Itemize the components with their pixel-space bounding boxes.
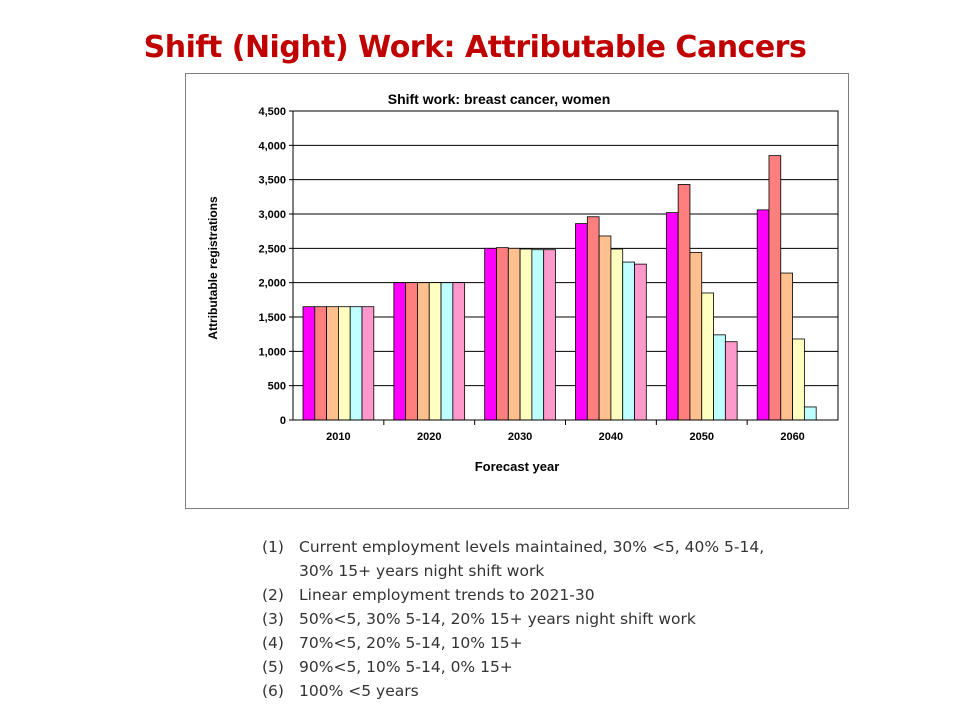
y-tick-label: 0 xyxy=(280,415,286,427)
bar xyxy=(543,249,556,421)
y-tick-label: 3,500 xyxy=(258,175,286,187)
bar xyxy=(484,247,497,421)
bar xyxy=(519,248,533,421)
y-tick-label: 3,000 xyxy=(258,209,286,221)
bar xyxy=(780,272,793,421)
y-tick-label: 2,000 xyxy=(258,278,286,290)
bar xyxy=(326,306,339,421)
slide-title: Shift (Night) Work: Attributable Cancers xyxy=(143,30,807,65)
bar xyxy=(428,282,442,421)
x-tick-label: 2040 xyxy=(599,431,623,443)
bar xyxy=(338,306,351,421)
x-tick-label: 2060 xyxy=(780,431,804,443)
bar xyxy=(349,306,363,421)
note-text: 70%<5, 20% 5-14, 10% 15+ xyxy=(299,634,523,652)
y-tick-label: 4,500 xyxy=(258,106,286,118)
bar xyxy=(314,306,328,421)
note-text: Linear employment trends to 2021-30 xyxy=(299,586,595,604)
x-tick-label: 2050 xyxy=(690,431,714,443)
x-axis-label: Forecast year xyxy=(475,459,560,474)
note-item: (1) Current employment levels maintained,… xyxy=(262,535,802,583)
note-number: (1) xyxy=(262,538,284,556)
y-tick-label: 4,000 xyxy=(258,140,286,152)
bar xyxy=(417,282,430,421)
note-item: (6) 100% <5 years xyxy=(262,679,802,703)
bar xyxy=(496,247,509,421)
note-item: (2) Linear employment trends to 2021-30 xyxy=(262,583,802,607)
y-tick-label: 2,500 xyxy=(258,243,286,255)
bar xyxy=(768,155,782,421)
y-tick-label: 500 xyxy=(268,381,286,393)
note-text: 100% <5 years xyxy=(299,682,419,700)
x-tick-label: 2030 xyxy=(508,431,532,443)
scenario-notes: (1) Current employment levels maintained,… xyxy=(262,535,802,703)
bar xyxy=(440,282,454,421)
bar xyxy=(575,223,588,421)
note-number: (5) xyxy=(262,658,284,676)
note-text: Current employment levels maintained, 30… xyxy=(299,538,765,580)
note-text: 50%<5, 30% 5-14, 20% 15+ years night shi… xyxy=(299,610,696,628)
bar xyxy=(452,282,466,421)
note-number: (3) xyxy=(262,610,284,628)
plot-area xyxy=(292,110,839,421)
note-number: (6) xyxy=(262,682,284,700)
note-number: (2) xyxy=(262,586,284,604)
bar xyxy=(792,338,805,421)
bar xyxy=(724,341,738,421)
bar xyxy=(610,248,624,421)
note-number: (4) xyxy=(262,634,284,652)
bar xyxy=(302,306,316,421)
note-item: (5) 90%<5, 10% 5-14, 0% 15+ xyxy=(262,655,802,679)
x-tick-label: 2010 xyxy=(326,431,350,443)
bar xyxy=(713,334,726,421)
y-tick-label: 1,000 xyxy=(258,346,286,358)
bar xyxy=(803,406,817,421)
chart-title: Shift work: breast cancer, women xyxy=(388,91,611,107)
bar xyxy=(598,235,612,421)
note-text: 90%<5, 10% 5-14, 0% 15+ xyxy=(299,658,513,676)
bar xyxy=(689,252,703,421)
bar xyxy=(701,292,714,421)
bar xyxy=(677,184,691,421)
bar xyxy=(405,282,418,421)
x-tick-label: 2020 xyxy=(417,431,441,443)
bar xyxy=(756,209,770,421)
bar xyxy=(531,249,545,421)
bar xyxy=(586,216,600,421)
note-item: (3) 50%<5, 30% 5-14, 20% 15+ years night … xyxy=(262,607,802,631)
y-axis-label: Attributable registrations xyxy=(206,196,220,340)
chart-frame: Shift work: breast cancer, women Attribu… xyxy=(185,73,849,509)
bar xyxy=(622,261,635,421)
y-tick-label: 1,500 xyxy=(258,312,286,324)
bar xyxy=(393,282,407,421)
bar xyxy=(634,263,647,421)
bar xyxy=(507,247,521,421)
bar-chart: Shift work: breast cancer, women Attribu… xyxy=(206,91,839,474)
note-item: (4) 70%<5, 20% 5-14, 10% 15+ xyxy=(262,631,802,655)
bar xyxy=(361,306,375,421)
bar xyxy=(665,212,679,421)
